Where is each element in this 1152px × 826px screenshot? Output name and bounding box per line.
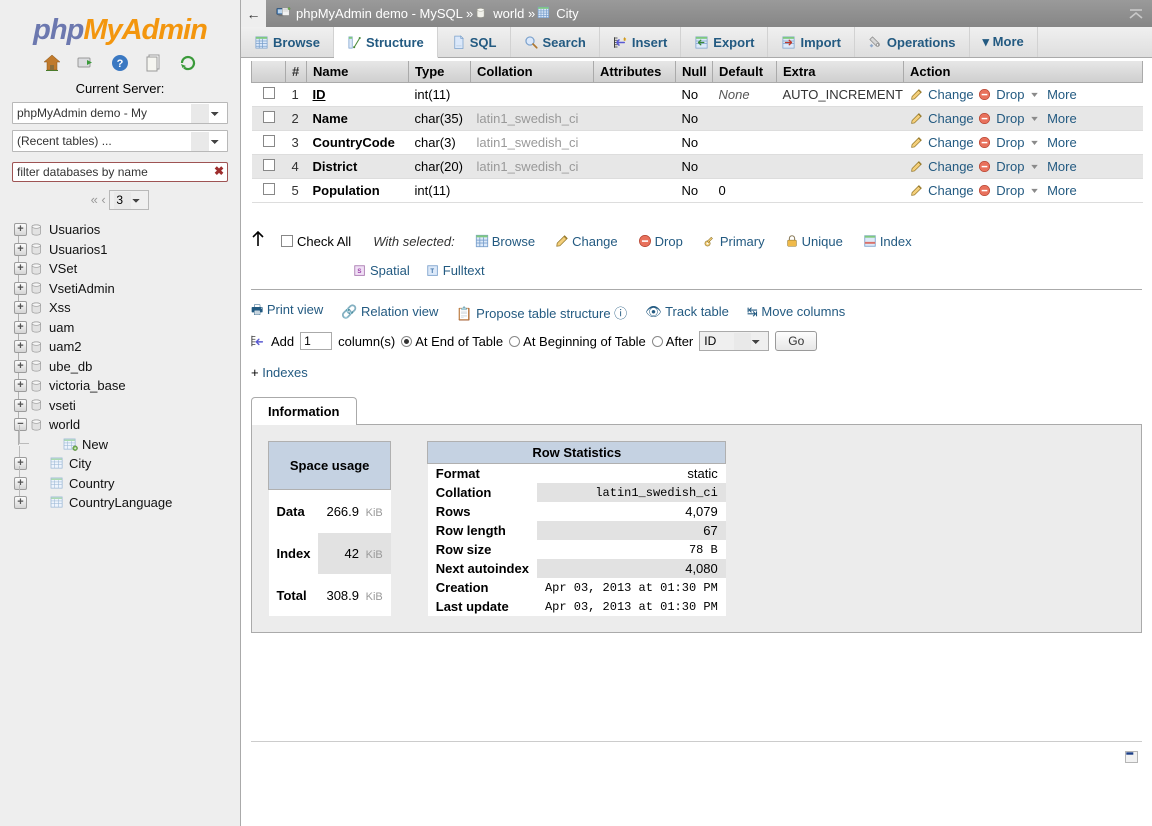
svg-text:T: T (430, 268, 434, 275)
svg-text:?: ? (117, 58, 124, 70)
svg-text:S: S (357, 268, 361, 275)
